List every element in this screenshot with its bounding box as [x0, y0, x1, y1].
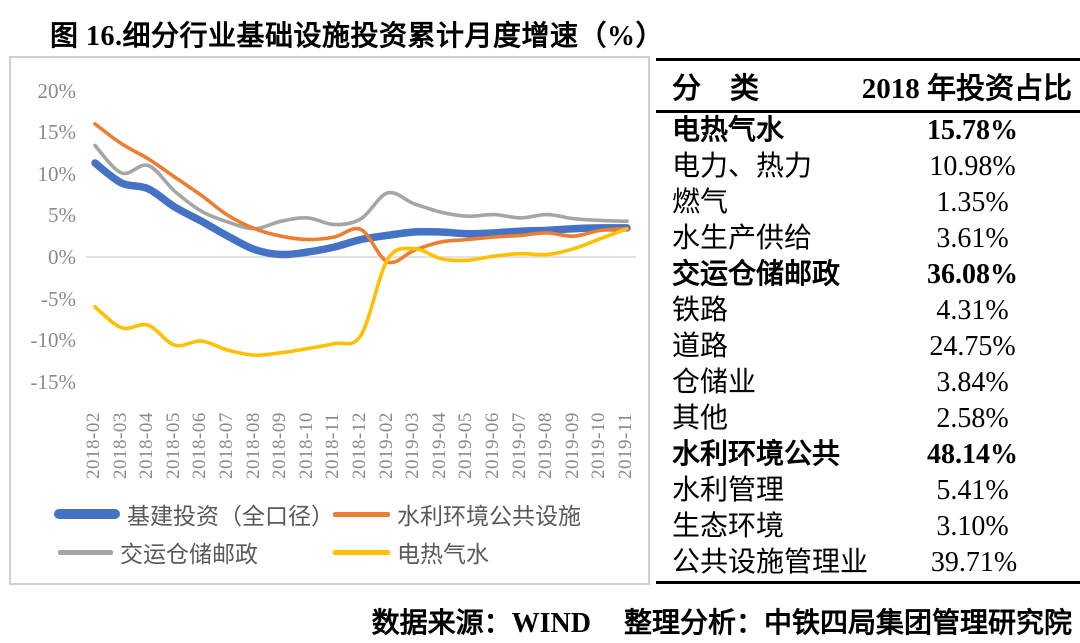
row-value: 3.10% [936, 511, 1009, 542]
row-value: 39.71% [930, 547, 1018, 578]
y-axis-label: -15% [30, 369, 77, 394]
x-axis-label: 2019-02 [375, 412, 397, 479]
ratio-table: 分 类 2018 年投资占比 电热气水 15.78% 电力、热力 10.98% 燃气 1.… [656, 58, 1080, 584]
row-label: 仓储业 [672, 367, 757, 398]
x-axis-label: 2018-02 [83, 412, 104, 479]
row-value: 1.35% [936, 187, 1009, 218]
column-header-share: 2018 年投资占比 [861, 72, 1072, 105]
table-row: 其他 2.58% [656, 401, 1080, 437]
x-axis-label: 2018-11 [322, 412, 344, 479]
table-row: 仓储业 3.84% [656, 365, 1080, 401]
row-value: 3.61% [936, 223, 1009, 254]
table-row: 交运仓储邮政 36.08% [656, 257, 1080, 293]
x-axis-label: 2019-07 [508, 412, 530, 479]
x-axis-label: 2019-06 [482, 412, 503, 479]
row-label: 水利管理 [672, 475, 785, 506]
row-value: 3.84% [936, 367, 1009, 398]
row-label: 水利环境公共 [672, 439, 841, 470]
row-label: 道路 [672, 331, 729, 362]
row-value: 48.14% [927, 439, 1018, 470]
x-axis-label: 2019-10 [588, 412, 610, 479]
table-row: 铁路 4.31% [656, 293, 1080, 329]
legend-label: 交运仓储邮政 [120, 542, 258, 567]
row-label: 电力、热力 [672, 151, 813, 182]
analysis-credit: 整理分析：中铁四局集团管理研究院 [623, 608, 1072, 639]
legend-line-gray-icon [58, 549, 113, 555]
row-label: 水生产供给 [672, 223, 813, 254]
table-row: 电力、热力 10.98% [656, 149, 1080, 185]
x-axis-label: 2018-05 [162, 412, 184, 479]
y-axis-label: 5% [48, 203, 76, 228]
y-axis-label: 20% [37, 78, 77, 103]
table-row: 燃气 1.35% [656, 185, 1080, 221]
table-row: 水利管理 5.41% [656, 473, 1080, 509]
row-label: 公共设施管理业 [672, 547, 869, 578]
y-axis-label: 0% [48, 245, 76, 269]
table-row: 水生产供给 3.61% [656, 221, 1080, 257]
table-row: 道路 24.75% [656, 329, 1080, 365]
legend-item-jiaoyun: 交运仓储邮政 [58, 535, 258, 569]
x-axis-label: 2018-06 [189, 412, 211, 479]
legend-label: 水利环境公共设施 [397, 504, 581, 529]
x-axis-label: 2018-12 [349, 412, 370, 479]
row-label: 燃气 [672, 187, 729, 218]
table-body: 电热气水 15.78% 电力、热力 10.98% 燃气 1.35% 水生产供给 3.61% 交运… [656, 113, 1080, 581]
x-axis-label: 2018-03 [109, 412, 131, 479]
x-axis-label: 2019-11 [615, 412, 636, 479]
x-axis-label: 2019-03 [402, 412, 424, 479]
row-label: 其他 [672, 403, 729, 434]
figure-title: 图 16.细分行业基础设施投资累计月度增速（%） [50, 21, 665, 52]
table-row: 电热气水 15.78% [656, 113, 1080, 149]
x-axis-label: 2018-04 [136, 412, 158, 479]
legend-item-jijian: 基建投资（全口径） [54, 497, 334, 531]
row-value: 2.58% [936, 403, 1009, 434]
row-value: 10.98% [929, 151, 1016, 182]
row-value: 36.08% [927, 259, 1018, 290]
x-axis-label: 2018-08 [242, 412, 264, 479]
legend-label: 电热气水 [397, 542, 489, 567]
x-axis-label: 2018-10 [295, 412, 317, 479]
legend-line-blue-icon [54, 509, 120, 519]
table-row: 水利环境公共 48.14% [656, 437, 1080, 473]
legend-item-shuili: 水利环境公共设施 [333, 497, 581, 531]
x-axis-label: 2019-05 [455, 412, 477, 479]
legend-line-yellow-icon [333, 549, 390, 555]
table-row: 公共设施管理业 39.71% [656, 545, 1080, 581]
row-label: 电热气水 [672, 115, 785, 146]
y-axis-label: -5% [41, 286, 76, 311]
legend-line-orange-icon [333, 511, 390, 517]
y-axis-label: 10% [37, 161, 77, 186]
column-header-category: 分 类 [672, 72, 760, 105]
x-axis-label: 2018-07 [216, 412, 237, 479]
data-source: 数据来源：WIND [371, 608, 591, 639]
row-label: 交运仓储邮政 [672, 259, 841, 290]
x-axis-label: 2019-09 [561, 412, 583, 479]
table-row: 生态环境 3.10% [656, 509, 1080, 545]
x-axis-label: 2019-04 [428, 412, 450, 479]
y-axis-label: 15% [37, 120, 77, 145]
legend-label: 基建投资（全口径） [127, 504, 334, 529]
row-label: 生态环境 [672, 511, 785, 542]
row-value: 5.41% [936, 475, 1009, 506]
x-axis-label: 2018-09 [269, 412, 291, 479]
row-value: 24.75% [929, 331, 1016, 362]
footer: 数据来源：WIND 整理分析：中铁四局集团管理研究院 [372, 601, 1072, 641]
row-value: 4.31% [936, 295, 1009, 326]
row-value: 15.78% [927, 115, 1018, 146]
table-header: 分 类 2018 年投资占比 [656, 61, 1080, 113]
row-label: 铁路 [672, 295, 729, 326]
x-axis-label: 2019-08 [535, 412, 557, 479]
legend-item-dianre: 电热气水 [333, 535, 489, 569]
y-axis-label: -10% [30, 328, 77, 353]
